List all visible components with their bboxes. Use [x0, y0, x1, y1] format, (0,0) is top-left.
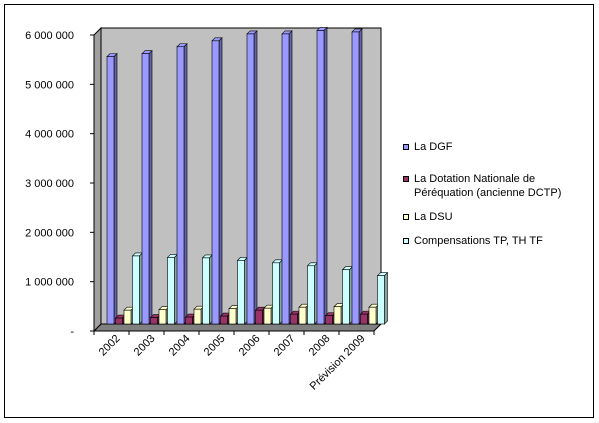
legend-swatch: [403, 238, 409, 244]
chart-legend: La DGF La Dotation Nationale de Péréquati…: [403, 140, 595, 248]
bar: [123, 309, 132, 325]
bar: [115, 317, 123, 325]
bar: [351, 31, 360, 325]
bar: [316, 30, 325, 325]
bar: [237, 260, 245, 325]
bar: [246, 33, 255, 325]
bar: [228, 308, 237, 325]
bar-side: [183, 43, 188, 325]
chart-side-wall: [93, 26, 102, 333]
bar-side: [288, 30, 293, 325]
bar: [290, 313, 298, 325]
y-tick-label: 1 000 000: [25, 277, 74, 289]
x-tick-label: 2004: [167, 333, 193, 359]
x-tick-label: 2007: [272, 333, 298, 359]
bar-side: [113, 52, 118, 325]
bar: [106, 56, 115, 325]
x-tick-label: 2005: [202, 333, 228, 359]
bar: [281, 33, 290, 325]
bar: [167, 257, 175, 325]
legend-item: La Dotation Nationale de Péréquation (an…: [403, 172, 595, 200]
bar: [368, 306, 377, 325]
chart-floor: [92, 323, 383, 332]
bar: [255, 309, 263, 325]
bar: [211, 40, 220, 325]
bar: [263, 307, 272, 325]
bar-side: [384, 271, 388, 325]
y-tick-label: 4 000 000: [25, 129, 74, 141]
x-tick-label: 2003: [132, 333, 158, 359]
legend-item: Compensations TP, TH TF: [403, 234, 595, 248]
x-tick-label: 2006: [237, 333, 263, 359]
legend-label: La DSU: [414, 211, 453, 223]
legend-label: La Dotation Nationale de Péréquation (an…: [414, 173, 562, 199]
bar: [158, 309, 167, 325]
bar-side: [323, 26, 328, 325]
y-tick-label: 6 000 000: [25, 30, 74, 42]
bar-side: [148, 49, 153, 325]
bar: [141, 53, 150, 325]
x-tick-label: 2002: [97, 333, 123, 359]
bar: [325, 315, 333, 325]
bar: [377, 275, 385, 325]
y-tick-label: 2 000 000: [25, 227, 74, 239]
bar: [176, 46, 185, 325]
bar: [272, 262, 280, 325]
bar: [185, 316, 193, 325]
legend-swatch: [403, 214, 409, 220]
bar-side: [218, 37, 223, 325]
bar: [360, 313, 368, 325]
bar: [202, 257, 210, 325]
bar: [132, 255, 140, 325]
legend-item: La DSU: [403, 210, 595, 224]
y-tick-label: 3 000 000: [25, 178, 74, 190]
y-tick-label: -: [70, 326, 74, 338]
bar: [298, 306, 307, 325]
legend-swatch: [403, 176, 409, 182]
bar: [333, 306, 342, 325]
legend-item: La DGF: [403, 140, 595, 154]
x-tick-label: 2008: [307, 333, 333, 359]
legend-label: Compensations TP, TH TF: [414, 235, 543, 247]
legend-label: La DGF: [414, 141, 453, 153]
y-tick-label: 5 000 000: [25, 79, 74, 91]
bar: [307, 265, 315, 325]
bar-side: [253, 30, 258, 325]
bar: [220, 315, 228, 325]
bar: [150, 317, 158, 325]
bar-side: [358, 28, 363, 325]
bar: [342, 269, 350, 325]
legend-swatch: [403, 144, 409, 150]
bar: [193, 308, 202, 325]
